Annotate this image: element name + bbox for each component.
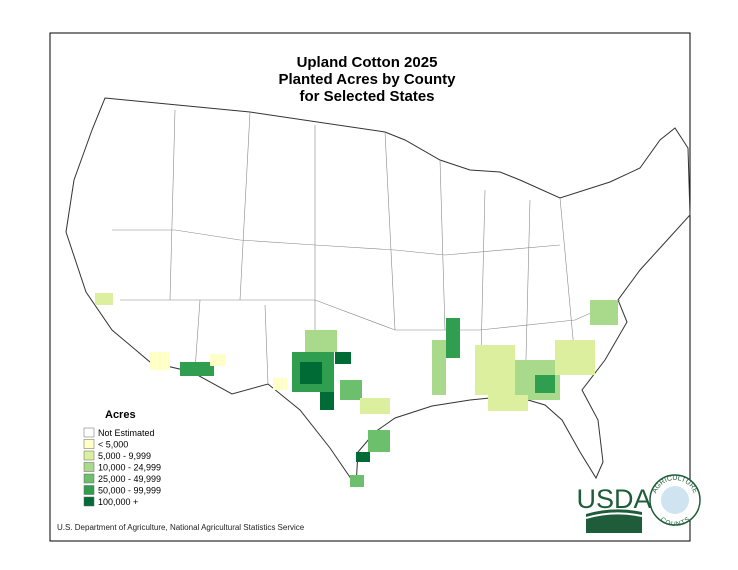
state-lines <box>112 109 621 399</box>
legend-label: 10,000 - 24,999 <box>98 463 161 473</box>
title-line: for Selected States <box>299 88 434 105</box>
legend-swatch <box>83 427 95 438</box>
usda-logo: USDA AGRICULTURE COUNTS <box>576 474 701 533</box>
legend-swatch <box>83 450 95 461</box>
cotton-counties <box>95 293 618 487</box>
legend-title: Acres <box>105 409 136 421</box>
legend-label: 25,000 - 49,999 <box>98 474 161 484</box>
source: U.S. Department of Agriculture, National… <box>57 523 305 532</box>
us-map <box>65 97 691 488</box>
legend-label: Not Estimated <box>98 428 155 438</box>
legend-label: 5,000 - 9,999 <box>98 451 151 461</box>
legend-swatch <box>83 485 95 495</box>
legend-swatch <box>83 473 95 484</box>
legend-swatch <box>83 439 95 449</box>
logo-usda: USDA <box>576 484 651 514</box>
legend-swatch <box>83 462 95 472</box>
legend-label: < 5,000 <box>98 440 128 450</box>
legend-swatch <box>83 496 95 507</box>
title-line: Upland Cotton 2025 <box>297 54 438 71</box>
legend-label: 50,000 - 99,999 <box>98 486 161 496</box>
logo-center <box>661 486 689 514</box>
title-line: Planted Acres by County <box>279 71 457 88</box>
legend-label: 100,000 + <box>98 497 138 507</box>
